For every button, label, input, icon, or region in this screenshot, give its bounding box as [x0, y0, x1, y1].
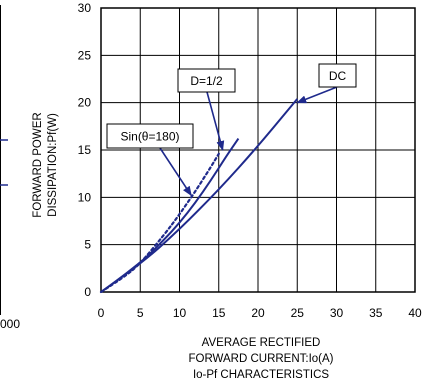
annotation-label-d-1-2: D=1/2: [190, 74, 223, 88]
x-tick-label: 30: [330, 306, 344, 320]
y-tick-label: 5: [84, 238, 91, 252]
annotation-arrow-d-1-2: [206, 91, 225, 151]
y-axis-label-line-1: FORWARD POWER: [32, 112, 44, 217]
series-group: [99, 98, 299, 294]
x-tick-label: 20: [251, 306, 265, 320]
x-tick-label: 5: [137, 306, 144, 320]
y-tick-label: 0: [84, 285, 91, 299]
annotations: DC D=1/2 Sin(θ=180): [106, 63, 357, 197]
x-axis-label-line-1: AVERAGE RECTIFIED: [202, 337, 321, 349]
annotation-box-sin-theta-180: [106, 123, 194, 149]
annotation-label-sin-theta-180: Sin(θ=180): [120, 130, 179, 144]
x-tick-label: 25: [291, 306, 305, 320]
y-axis-label-line-2: DISSIPATION:Pf(W): [47, 113, 59, 217]
y-tick-label: 15: [78, 143, 92, 157]
left-fragment: 000: [0, 5, 20, 331]
series-line-sin-theta-180: [99, 152, 220, 294]
series-line-d-1-2: [100, 138, 240, 293]
annotation-box-dc: [318, 63, 357, 88]
y-tick-label: 30: [78, 1, 92, 15]
x-tick-label: 40: [408, 306, 422, 320]
x-tick-label: 0: [98, 306, 105, 320]
left-fragment-tick-label: 000: [0, 317, 20, 331]
y-tick-label: 20: [78, 96, 92, 110]
x-tick-label: 35: [369, 306, 383, 320]
annotation-arrow-dc: [296, 86, 338, 104]
y-tick-label: 25: [78, 48, 92, 62]
y-tick-label: 10: [78, 190, 92, 204]
x-tick-label: 15: [212, 306, 226, 320]
chart-title: Io-Pf CHARACTERISTICS: [193, 369, 329, 381]
x-tick-label: 10: [173, 306, 187, 320]
annotation-box-d-1-2: [177, 68, 236, 93]
grid: [100, 7, 416, 293]
x-axis-label-line-2: FORWARD CURRENT:Io(A): [188, 353, 333, 365]
annotation-arrow-sin-theta-180: [159, 147, 192, 197]
tick-labels: 0 5 10 15 20 25 30 35 40 0 5 10 15 20 25 30: [78, 1, 422, 320]
plot-border: [100, 7, 416, 293]
annotation-label-dc: DC: [329, 69, 347, 83]
